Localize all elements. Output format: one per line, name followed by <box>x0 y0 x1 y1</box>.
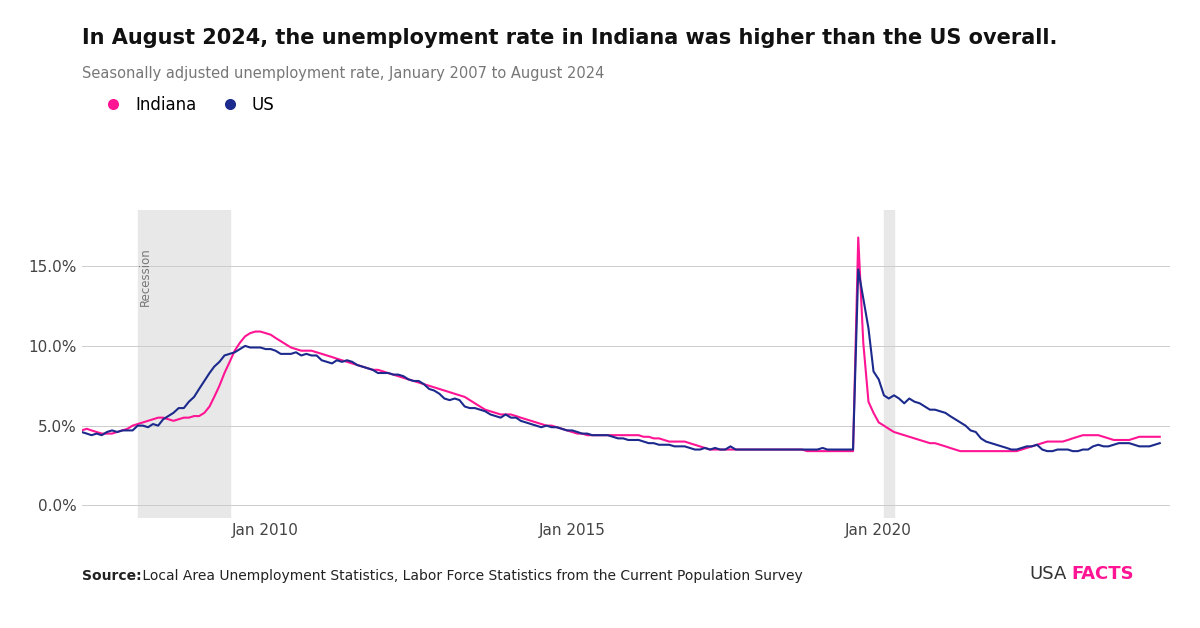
Bar <box>884 210 894 518</box>
Text: Source:: Source: <box>82 569 142 583</box>
Text: Recession: Recession <box>139 247 151 306</box>
Text: In August 2024, the unemployment rate in Indiana was higher than the US overall.: In August 2024, the unemployment rate in… <box>82 28 1057 48</box>
Text: FACTS: FACTS <box>1072 565 1134 583</box>
Text: USA: USA <box>1030 565 1067 583</box>
Text: Seasonally adjusted unemployment rate, January 2007 to August 2024: Seasonally adjusted unemployment rate, J… <box>82 66 604 81</box>
Legend: Indiana, US: Indiana, US <box>90 89 281 121</box>
Text: Local Area Unemployment Statistics, Labor Force Statistics from the Current Popu: Local Area Unemployment Statistics, Labo… <box>138 569 803 583</box>
Bar <box>138 210 229 518</box>
